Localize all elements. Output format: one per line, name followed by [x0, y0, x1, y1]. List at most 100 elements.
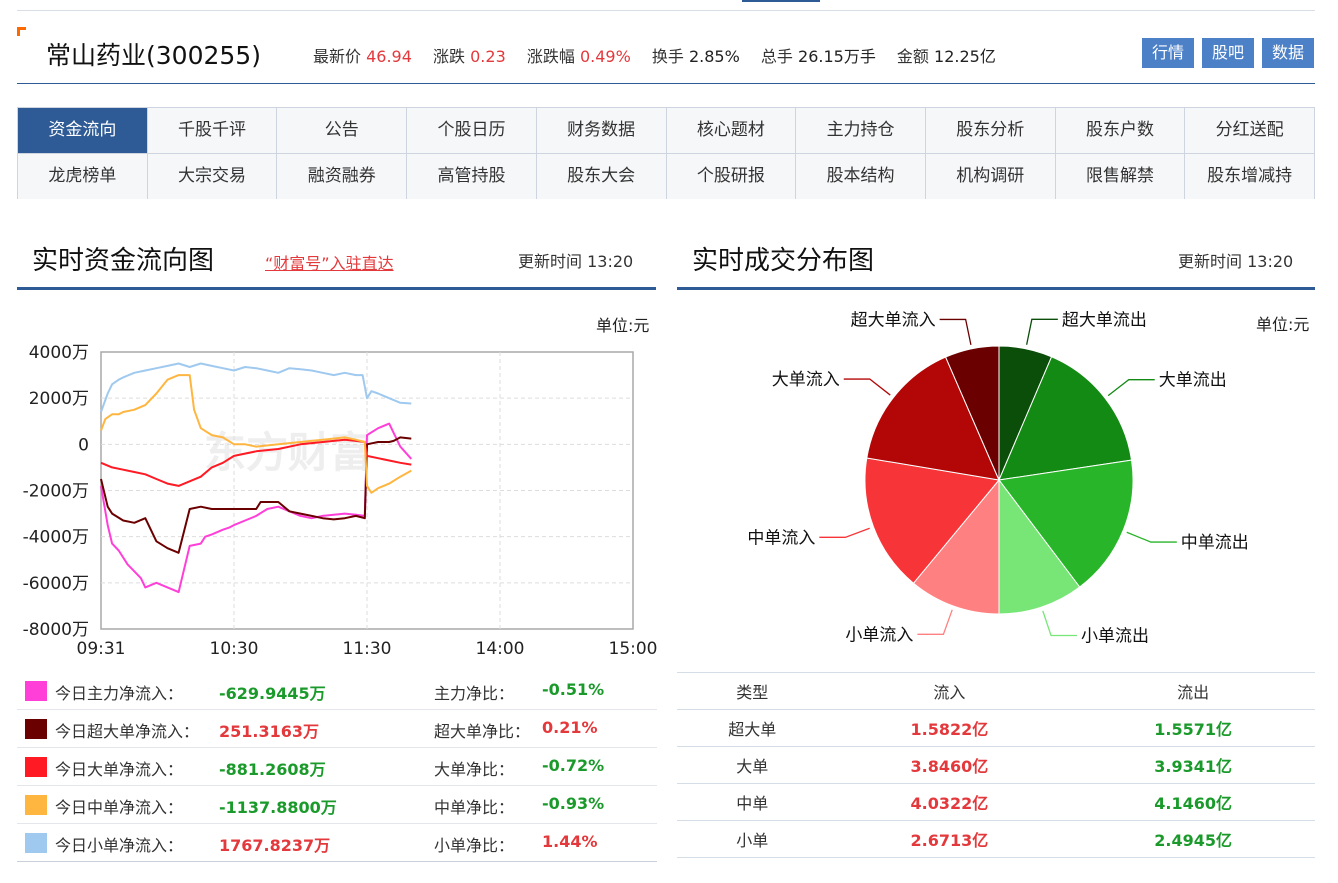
corner-mark [17, 27, 26, 36]
nav-item[interactable]: 股本结构 [796, 154, 926, 199]
distribution-chart-title: 实时成交分布图 [692, 246, 875, 276]
data-button[interactable]: 数据 [1262, 38, 1314, 68]
series-line [100, 436, 412, 554]
header-buttons: 行情 股吧 数据 [1142, 38, 1322, 68]
table-header-in: 流入 [827, 672, 1072, 710]
series-line [100, 374, 412, 494]
series-line [100, 362, 412, 413]
nav-item[interactable]: 公告 [277, 108, 408, 153]
change-label: 涨跌 [433, 47, 466, 66]
nav-item[interactable]: 股东增减持 [1185, 154, 1315, 199]
price-value: 46.94 [366, 47, 412, 66]
legend-row: 今日小单净流入： 1767.8237万 小单净比： 1.44% [17, 824, 657, 862]
pie-leader-line [939, 318, 972, 346]
pie-label: 中单流出 [1181, 533, 1249, 553]
legend-ratio-value: 1.44% [542, 832, 598, 851]
table-cell-type: 小单 [677, 820, 828, 858]
pie-slice [864, 457, 1000, 584]
volume-label: 总手 [760, 47, 793, 66]
table-cell-in: 2.6713亿 [827, 820, 1072, 858]
table-header-type: 类型 [677, 672, 828, 710]
nav-item[interactable]: 个股研报 [666, 154, 797, 199]
legend-value: -629.9445万 [219, 684, 326, 703]
table-cell-in: 4.0322亿 [827, 783, 1072, 821]
legend-value: 251.3163万 [219, 722, 320, 741]
nav-item[interactable]: 融资融券 [277, 154, 408, 199]
x-tick-label: 14:00 [476, 639, 525, 659]
pie-label: 小单流入 [845, 625, 913, 645]
legend-swatch [25, 719, 47, 739]
legend-swatch [25, 833, 47, 853]
pie-label: 大单流出 [1159, 371, 1227, 391]
table-row: 大单 3.8460亿 3.9341亿 [677, 746, 1315, 784]
legend-ratio-value: -0.72% [542, 756, 605, 775]
nav-item[interactable]: 高管持股 [407, 154, 537, 199]
amount-label: 金额 [896, 47, 929, 66]
legend-ratio-label: 超大单净比： [434, 722, 531, 741]
nav-row-2: 龙虎榜单 大宗交易 融资融券 高管持股 股东大会 个股研报 股本结构 机构调研 限售解禁 股东增减… [18, 153, 1315, 199]
y-tick-label: -6000万 [23, 574, 89, 594]
nav-item[interactable]: 大宗交易 [147, 154, 278, 199]
nav-item[interactable]: 限售解禁 [1055, 154, 1186, 199]
pie-slice [998, 356, 1133, 481]
legend-label: 今日大单净流入： [55, 760, 184, 779]
legend-label: 今日小单净流入： [55, 836, 184, 855]
legend-label: 今日中单净流入： [55, 798, 184, 817]
legend-ratio-value: 0.21% [542, 718, 598, 737]
legend-ratio-label: 中单净比： [434, 798, 515, 817]
table-header-row: 类型 流入 流出 [677, 672, 1315, 710]
y-tick-label: -4000万 [23, 528, 89, 548]
caifuhao-link[interactable]: “财富号”入驻直达 [265, 254, 394, 273]
legend-swatch [25, 681, 47, 701]
nav-item[interactable]: 股东分析 [925, 108, 1056, 153]
y-tick-label: -2000万 [23, 482, 89, 502]
function-nav: 资金流向 千股千评 公告 个股日历 财务数据 核心题材 主力持仓 股东分析 股东户数 分红送配 龙… [17, 107, 1315, 199]
legend-ratio-label: 主力净比： [434, 684, 515, 703]
pie-slice [912, 478, 1000, 615]
nav-item[interactable]: 资金流向 [18, 108, 148, 153]
nav-item[interactable]: 股东大会 [536, 154, 667, 199]
legend-value: -1137.8800万 [219, 798, 337, 817]
pie-leader-line [819, 527, 870, 538]
pie-leader-line [1107, 379, 1155, 397]
pie-slice [998, 459, 1134, 588]
turnover-label: 换手 [651, 47, 684, 66]
header-divider [17, 83, 1315, 84]
legend-row: 今日大单净流入： -881.2608万 大单净比： -0.72% [17, 748, 657, 786]
legend-ratio-label: 大单净比： [434, 760, 515, 779]
legend-row: 今日中单净流入： -1137.8800万 中单净比： -0.93% [17, 786, 657, 824]
nav-item[interactable]: 机构调研 [925, 154, 1056, 199]
quote-button[interactable]: 行情 [1142, 38, 1194, 68]
nav-item[interactable]: 主力持仓 [796, 108, 926, 153]
legend-ratio-value: -0.93% [542, 794, 605, 813]
distribution-unit: 单位:元 [1256, 315, 1310, 334]
series-line [100, 438, 412, 487]
table-cell-type: 超大单 [677, 709, 828, 747]
flow-chart: 东方财富 4000万 2000万 0 -2000万 -4000万 -6000万 -8000万0… [23, 343, 658, 659]
table-cell-in: 3.8460亿 [827, 746, 1072, 784]
flow-unit: 单位:元 [596, 316, 650, 335]
legend-swatch [25, 795, 47, 815]
nav-item[interactable]: 财务数据 [536, 108, 667, 153]
legend-value: -881.2608万 [219, 760, 326, 779]
table-row: 小单 2.6713亿 2.4945亿 [677, 820, 1315, 858]
nav-item[interactable]: 龙虎榜单 [18, 154, 148, 199]
legend-ratio-label: 小单净比： [434, 836, 515, 855]
pct-label: 涨跌幅 [526, 47, 575, 66]
y-tick-label: 2000万 [29, 389, 89, 409]
nav-item[interactable]: 分红送配 [1185, 108, 1315, 153]
legend-row: 今日主力净流入： -629.9445万 主力净比： -0.51% [17, 672, 657, 710]
pie-leader-line [843, 378, 891, 396]
pct-value: 0.49% [579, 47, 631, 66]
pie-slice [866, 356, 1000, 481]
forum-button[interactable]: 股吧 [1202, 38, 1254, 68]
pie-label: 超大单流出 [1062, 310, 1147, 330]
table-cell-out: 1.5571亿 [1071, 709, 1315, 747]
flow-chart-title: 实时资金流向图 [32, 246, 215, 276]
distribution-update-time: 更新时间 13:20 [1178, 252, 1294, 271]
nav-item[interactable]: 股东户数 [1055, 108, 1186, 153]
nav-item[interactable]: 千股千评 [147, 108, 278, 153]
nav-item[interactable]: 个股日历 [407, 108, 537, 153]
pie-label: 超大单流入 [851, 310, 936, 330]
nav-item[interactable]: 核心题材 [666, 108, 797, 153]
